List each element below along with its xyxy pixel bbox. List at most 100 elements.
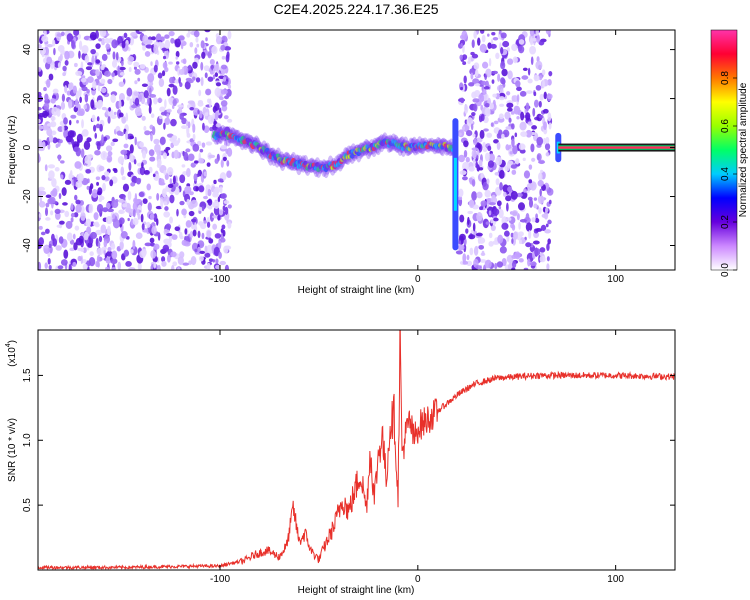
noise-speckle [75, 204, 82, 213]
noise-speckle [97, 85, 101, 92]
x-tick-label: 0 [415, 274, 421, 285]
noise-speckle [96, 247, 104, 256]
y-tick-label: -20 [22, 189, 33, 204]
noise-speckle [498, 169, 505, 179]
noise-speckle [164, 99, 167, 109]
noise-speckle [473, 246, 479, 256]
noise-speckle [149, 213, 155, 220]
noise-speckle [466, 260, 473, 267]
noise-speckle [144, 130, 151, 136]
noise-speckle [212, 74, 216, 80]
noise-speckle [511, 267, 516, 270]
noise-speckle [203, 220, 208, 224]
noise-speckle [173, 149, 180, 160]
noise-speckle [540, 224, 547, 232]
noise-speckle [163, 201, 168, 206]
spectrogram-frame [37, 29, 676, 271]
noise-speckle [513, 231, 518, 240]
noise-speckle [217, 178, 224, 183]
noise-speckle [44, 164, 48, 172]
noise-speckle [518, 239, 523, 245]
noise-speckle [111, 72, 116, 78]
noise-speckle [130, 249, 134, 254]
noise-speckle [88, 203, 94, 214]
noise-speckle [153, 243, 160, 250]
noise-speckle [148, 105, 152, 114]
noise-speckle [511, 260, 517, 269]
snr-series-line [38, 330, 675, 570]
noise-speckle [539, 247, 546, 253]
noise-speckle [62, 72, 66, 77]
noise-speckle [181, 125, 188, 130]
noise-speckle [488, 153, 495, 162]
noise-speckle [60, 174, 64, 180]
noise-speckle [501, 133, 505, 140]
noise-speckle [96, 141, 101, 151]
noise-speckle [133, 66, 137, 70]
noise-speckle [96, 116, 100, 122]
noise-speckle [533, 74, 540, 82]
noise-speckle [205, 88, 212, 96]
noise-speckle [85, 218, 92, 227]
noise-speckle [492, 93, 498, 98]
noise-speckle [511, 210, 519, 217]
noise-speckle [536, 136, 544, 146]
noise-speckle [80, 248, 85, 253]
noise-speckle [534, 248, 541, 256]
ridge-mark [303, 160, 308, 166]
noise-speckle [220, 193, 227, 199]
noise-speckle [127, 47, 131, 52]
noise-speckle [168, 61, 173, 65]
noise-speckle [91, 189, 98, 199]
noise-speckle [184, 185, 192, 194]
noise-speckle [463, 243, 467, 253]
noise-speckle [458, 196, 463, 201]
noise-speckle [536, 153, 542, 162]
noise-speckle [80, 77, 87, 83]
noise-speckle [80, 75, 86, 79]
noise-speckle [521, 75, 529, 80]
noise-speckle [463, 104, 469, 114]
noise-speckle [221, 80, 229, 85]
noise-speckle [186, 132, 191, 138]
noise-speckle [540, 169, 544, 174]
noise-speckle [541, 69, 546, 76]
noise-speckle [38, 140, 43, 149]
noise-speckle [192, 143, 200, 152]
noise-speckle [496, 261, 504, 268]
noise-speckle [475, 161, 478, 168]
noise-speckle [175, 50, 180, 58]
noise-speckle [57, 265, 64, 270]
noise-speckle [112, 51, 116, 60]
noise-speckle [147, 96, 150, 105]
noise-speckle [123, 143, 129, 149]
noise-speckle [60, 160, 65, 164]
noise-speckle [485, 221, 490, 225]
noise-speckle [479, 206, 484, 211]
noise-speckle [537, 195, 545, 205]
noise-speckle [547, 79, 552, 86]
noise-speckle [43, 87, 47, 92]
noise-speckle [538, 74, 543, 81]
noise-speckle [153, 138, 160, 145]
noise-speckle [103, 38, 111, 44]
noise-speckle [525, 102, 530, 112]
noise-speckle [455, 250, 463, 255]
noise-speckle [491, 32, 496, 36]
noise-speckle [215, 82, 222, 87]
noise-speckle [73, 212, 79, 218]
noise-speckle [213, 246, 220, 257]
noise-speckle [72, 85, 77, 94]
noise-speckle [73, 176, 76, 186]
noise-speckle [148, 166, 153, 174]
noise-speckle [181, 66, 185, 76]
noise-speckle [181, 239, 187, 246]
noise-speckle [223, 245, 229, 254]
noise-speckle [547, 238, 551, 245]
noise-speckle [510, 232, 514, 238]
noise-speckle [532, 240, 540, 245]
noise-speckle [175, 56, 178, 60]
noise-speckle [120, 149, 128, 155]
noise-speckle [224, 264, 229, 270]
noise-speckle [182, 58, 187, 65]
